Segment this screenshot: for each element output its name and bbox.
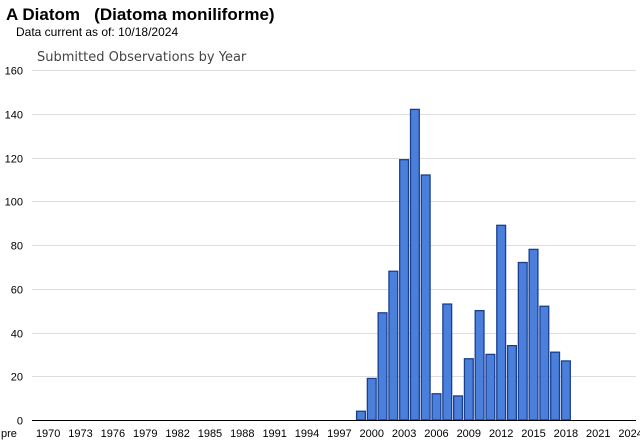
bar-2006: [431, 393, 442, 421]
x-tick-label: 1979: [133, 428, 157, 440]
bar-2008: [452, 395, 464, 421]
species-common-name: A Diatom: [6, 5, 80, 24]
chart-title: Submitted Observations by Year: [37, 50, 247, 65]
data-current-label: Data current as of:: [16, 25, 115, 39]
x-tick-label: 1985: [198, 428, 222, 440]
data-current-line: Data current as of: 10/18/2024: [16, 25, 178, 39]
bar-2014: [517, 261, 528, 421]
x-tick-label: 1970: [36, 428, 60, 440]
y-tick-label: 0: [17, 416, 23, 428]
bar-2000: [366, 377, 377, 421]
bar-2007: [442, 303, 453, 421]
bar-2001: [377, 312, 388, 421]
bar-2013: [506, 344, 518, 421]
data-current-date: 10/18/2024: [118, 25, 179, 39]
bar-2017: [550, 351, 561, 421]
x-tick-label: 2021: [586, 428, 610, 440]
x-tick-label: pre: [1, 428, 17, 440]
y-tick-label: 20: [11, 372, 23, 384]
x-tick-label: 1982: [165, 428, 189, 440]
y-tick-label: 60: [11, 285, 23, 297]
bar-2005: [420, 174, 431, 421]
x-tick-label: 2012: [489, 428, 513, 440]
species-title: A Diatom (Diatoma moniliforme): [6, 5, 275, 25]
x-tick-label: 1991: [262, 428, 286, 440]
y-tick-label: 160: [5, 66, 23, 78]
x-tick-label: 2006: [424, 428, 448, 440]
x-tick-label: 1997: [327, 428, 351, 440]
bar-2012: [496, 224, 507, 421]
bar-2009: [463, 358, 474, 421]
bar-2004: [409, 108, 420, 421]
x-tick-label: 2024: [618, 428, 640, 440]
y-tick-label: 40: [11, 329, 23, 341]
x-tick-label: 2018: [554, 428, 578, 440]
y-tick-label: 140: [5, 110, 23, 122]
x-tick-label: 2003: [392, 428, 416, 440]
bar-2011: [485, 353, 496, 421]
x-tick-label: 1976: [101, 428, 125, 440]
y-tick-label: 80: [11, 241, 23, 253]
bar-2015: [528, 248, 539, 421]
x-tick-label: 2000: [360, 428, 384, 440]
bar-1999: [355, 410, 367, 421]
bar-2003: [399, 159, 410, 421]
y-tick-label: 100: [5, 197, 23, 209]
bar-2016: [539, 305, 550, 421]
x-tick-label: 1988: [230, 428, 254, 440]
species-scientific-name: (Diatoma moniliforme): [94, 5, 275, 24]
y-tick-label: 120: [5, 154, 23, 166]
x-tick-label: 2009: [457, 428, 481, 440]
bar-2010: [474, 309, 485, 421]
x-tick-label: 2015: [521, 428, 545, 440]
bar-2018: [560, 360, 571, 421]
x-tick-label: 1973: [68, 428, 92, 440]
x-tick-label: 1994: [295, 428, 319, 440]
bar-2002: [388, 270, 399, 421]
